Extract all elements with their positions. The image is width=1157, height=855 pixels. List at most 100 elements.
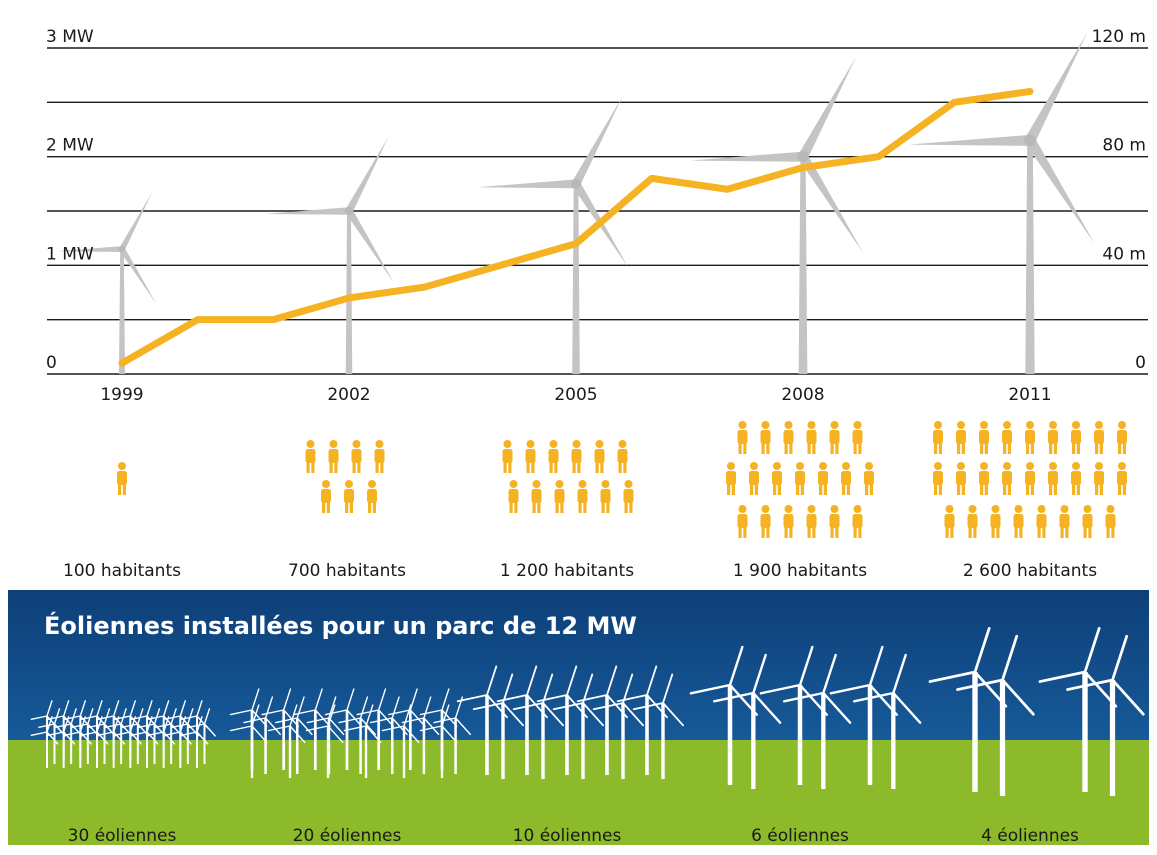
person-icon xyxy=(367,480,377,513)
x-tick-label: 2002 xyxy=(327,385,370,405)
park-count-label: 6 éoliennes xyxy=(751,826,849,846)
person-leg xyxy=(619,461,622,473)
person-body xyxy=(1014,514,1024,528)
person-body xyxy=(375,449,385,463)
person-head xyxy=(376,440,384,448)
person-body xyxy=(945,514,955,528)
person-leg xyxy=(508,461,511,473)
person-body xyxy=(352,449,362,463)
person-leg xyxy=(847,483,850,495)
person-body xyxy=(761,514,771,528)
person-leg xyxy=(835,442,838,454)
person-body xyxy=(503,449,513,463)
person-head xyxy=(1003,462,1011,470)
person-head xyxy=(773,462,781,470)
person-body xyxy=(830,514,840,528)
person-leg xyxy=(773,483,776,495)
person-leg xyxy=(755,483,758,495)
person-body xyxy=(830,430,840,444)
person-icon xyxy=(532,480,542,513)
turbine-tower xyxy=(799,157,808,374)
person-leg xyxy=(1008,442,1011,454)
person-leg xyxy=(727,483,730,495)
person-body xyxy=(1002,471,1012,485)
person-leg xyxy=(327,501,330,513)
person-body xyxy=(1106,514,1116,528)
person-leg xyxy=(1065,526,1068,538)
person-body xyxy=(784,514,794,528)
person-body xyxy=(601,489,611,503)
person-leg xyxy=(1061,526,1064,538)
person-head xyxy=(1084,505,1092,513)
person-body xyxy=(624,489,634,503)
person-leg xyxy=(739,526,742,538)
person-leg xyxy=(1123,483,1126,495)
person-leg xyxy=(350,501,353,513)
person-body xyxy=(956,471,966,485)
person-body xyxy=(618,449,628,463)
person-head xyxy=(504,440,512,448)
person-body xyxy=(979,471,989,485)
person-head xyxy=(854,421,862,429)
person-body xyxy=(979,430,989,444)
person-leg xyxy=(368,501,371,513)
person-body xyxy=(1071,430,1081,444)
person-leg xyxy=(1042,526,1045,538)
person-leg xyxy=(789,442,792,454)
person-leg xyxy=(1003,483,1006,495)
person-leg xyxy=(1100,442,1103,454)
person-leg xyxy=(554,461,557,473)
person-leg xyxy=(1077,483,1080,495)
person-head xyxy=(118,462,126,470)
person-body xyxy=(344,489,354,503)
person-icon xyxy=(979,462,989,495)
person-leg xyxy=(762,442,765,454)
turbine-blade xyxy=(477,179,576,188)
person-body xyxy=(509,489,519,503)
person-head xyxy=(1095,462,1103,470)
person-icon xyxy=(933,421,943,454)
person-icon xyxy=(352,440,362,473)
person-icon xyxy=(738,421,748,454)
person-icon xyxy=(503,440,513,473)
person-head xyxy=(345,480,353,488)
right-tick-label: 40 m xyxy=(1102,244,1146,264)
person-leg xyxy=(1100,483,1103,495)
person-leg xyxy=(531,461,534,473)
person-icon xyxy=(968,505,978,538)
person-icon xyxy=(933,462,943,495)
person-icon xyxy=(749,462,759,495)
person-body xyxy=(968,514,978,528)
turbine-blade xyxy=(1025,33,1087,143)
person-head xyxy=(739,505,747,513)
turbine-blade xyxy=(346,136,389,213)
person-leg xyxy=(1084,526,1087,538)
person-icon xyxy=(1025,421,1035,454)
person-leg xyxy=(842,483,845,495)
person-head xyxy=(573,440,581,448)
person-head xyxy=(1072,462,1080,470)
person-head xyxy=(1049,421,1057,429)
person-body xyxy=(761,430,771,444)
person-leg xyxy=(311,461,314,473)
person-leg xyxy=(514,501,517,513)
person-leg xyxy=(939,442,942,454)
left-tick-label: 0 xyxy=(46,353,57,373)
person-leg xyxy=(606,501,609,513)
person-icon xyxy=(853,505,863,538)
person-body xyxy=(1117,471,1127,485)
turbine-silhouette xyxy=(264,136,394,374)
turbine-hub xyxy=(797,151,808,162)
person-head xyxy=(739,421,747,429)
person-head xyxy=(992,505,1000,513)
person-head xyxy=(625,480,633,488)
person-leg xyxy=(1015,526,1018,538)
person-icon xyxy=(321,480,331,513)
person-head xyxy=(619,440,627,448)
person-icon xyxy=(818,462,828,495)
person-head xyxy=(1049,462,1057,470)
person-icon xyxy=(1002,421,1012,454)
person-leg xyxy=(865,483,868,495)
person-head xyxy=(1015,505,1023,513)
person-icon xyxy=(807,421,817,454)
